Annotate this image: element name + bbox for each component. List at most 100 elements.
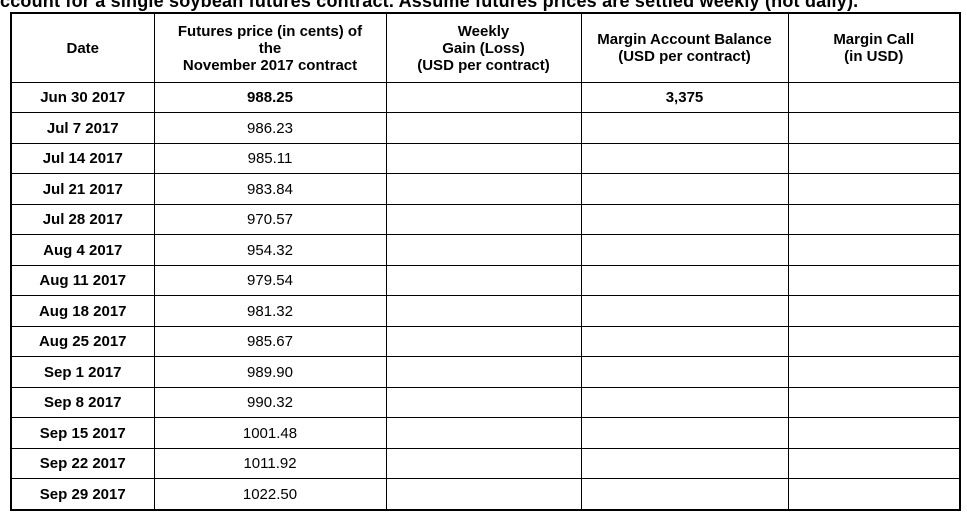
- margin-balance-cell: 3,375: [580, 81, 789, 114]
- futures-price-cell: 979.54: [153, 264, 387, 297]
- date-cell: Jul 21 2017: [10, 173, 155, 205]
- header-line: Date: [66, 39, 99, 57]
- margin-call-cell: [787, 234, 961, 266]
- header-line: Margin Call: [833, 31, 915, 48]
- margin-call-cell: [787, 142, 961, 175]
- header-line: Margin Account Balance: [597, 31, 772, 48]
- weekly-gain-cell: [385, 81, 582, 114]
- futures-price-cell: 1001.48: [153, 417, 387, 449]
- table-row: Jun 30 2017 988.25 3,375: [10, 81, 961, 114]
- table-row: Jul 28 2017 970.57: [10, 203, 961, 236]
- date-cell: Sep 1 2017: [10, 356, 155, 388]
- margin-balance-cell: [580, 264, 789, 297]
- futures-price-cell: 981.32: [153, 295, 387, 327]
- weekly-gain-cell: [385, 203, 582, 236]
- margin-call-cell: [787, 356, 961, 388]
- margin-balance-cell: [580, 295, 789, 327]
- margin-balance-cell: [580, 386, 789, 419]
- futures-price-cell: 988.25: [153, 81, 387, 114]
- table-row: Jul 14 2017 985.11: [10, 142, 961, 175]
- futures-price-cell: 1022.50: [153, 478, 387, 511]
- table-header-row: Date Futures price (in cents) of the Nov…: [10, 12, 961, 83]
- margin-balance-cell: [580, 356, 789, 388]
- date-cell: Jul 7 2017: [10, 112, 155, 144]
- table-row: Sep 22 2017 1011.92: [10, 447, 961, 480]
- header-weekly-gain-loss: Weekly Gain (Loss) (USD per contract): [385, 12, 582, 83]
- date-cell: Jun 30 2017: [10, 81, 155, 114]
- margin-balance-cell: [580, 112, 789, 144]
- weekly-gain-cell: [385, 295, 582, 327]
- intro-text-clipped: ccount for a single soybean futures cont…: [0, 0, 967, 12]
- margin-balance-cell: [580, 478, 789, 511]
- header-margin-call: Margin Call (in USD): [787, 12, 961, 83]
- intro-sentence: ccount for a single soybean futures cont…: [0, 0, 859, 11]
- date-cell: Sep 22 2017: [10, 447, 155, 480]
- weekly-gain-cell: [385, 112, 582, 144]
- margin-call-cell: [787, 81, 961, 114]
- weekly-gain-cell: [385, 386, 582, 419]
- margin-call-cell: [787, 112, 961, 144]
- header-date: Date: [10, 12, 155, 83]
- table-row: Aug 4 2017 954.32: [10, 234, 961, 266]
- header-line: (USD per contract): [618, 48, 751, 65]
- header-line: Futures price (in cents) of: [177, 22, 363, 40]
- date-cell: Sep 15 2017: [10, 417, 155, 449]
- table-row: Aug 18 2017 981.32: [10, 295, 961, 327]
- date-cell: Jul 28 2017: [10, 203, 155, 236]
- futures-price-cell: 1011.92: [153, 447, 387, 480]
- table-row: Sep 29 2017 1022.50: [10, 478, 961, 511]
- margin-call-cell: [787, 447, 961, 480]
- date-cell: Aug 18 2017: [10, 295, 155, 327]
- margin-call-cell: [787, 417, 961, 449]
- header-futures-price: Futures price (in cents) of the November…: [153, 12, 387, 83]
- margin-call-cell: [787, 264, 961, 297]
- date-cell: Aug 25 2017: [10, 325, 155, 358]
- margin-balance-cell: [580, 203, 789, 236]
- table-row: Sep 15 2017 1001.48: [10, 417, 961, 449]
- futures-price-cell: 954.32: [153, 234, 387, 266]
- margin-call-cell: [787, 386, 961, 419]
- table-row: Jul 7 2017 986.23: [10, 112, 961, 144]
- margin-balance-cell: [580, 417, 789, 449]
- margin-call-cell: [787, 173, 961, 205]
- header-line: the: [258, 39, 282, 57]
- weekly-gain-cell: [385, 173, 582, 205]
- margin-call-cell: [787, 295, 961, 327]
- futures-margin-table: Date Futures price (in cents) of the Nov…: [10, 12, 961, 511]
- weekly-gain-cell: [385, 417, 582, 449]
- table-row: Sep 8 2017 990.32: [10, 386, 961, 419]
- weekly-gain-cell: [385, 447, 582, 480]
- margin-balance-cell: [580, 142, 789, 175]
- date-cell: Sep 8 2017: [10, 386, 155, 419]
- weekly-gain-cell: [385, 142, 582, 175]
- header-line: (USD per contract): [417, 56, 550, 74]
- weekly-gain-cell: [385, 325, 582, 358]
- futures-price-cell: 989.90: [153, 356, 387, 388]
- header-line: November 2017 contract: [182, 56, 358, 74]
- table-row: Aug 11 2017 979.54: [10, 264, 961, 297]
- futures-price-cell: 985.11: [153, 142, 387, 175]
- table-row: Jul 21 2017 983.84: [10, 173, 961, 205]
- futures-price-cell: 983.84: [153, 173, 387, 205]
- margin-call-cell: [787, 203, 961, 236]
- date-cell: Jul 14 2017: [10, 142, 155, 175]
- futures-price-cell: 990.32: [153, 386, 387, 419]
- margin-balance-cell: [580, 173, 789, 205]
- weekly-gain-cell: [385, 478, 582, 511]
- header-line: Gain (Loss): [442, 39, 525, 57]
- table-row: Sep 1 2017 989.90: [10, 356, 961, 388]
- header-line: (in USD): [844, 48, 904, 65]
- margin-balance-cell: [580, 325, 789, 358]
- margin-balance-cell: [580, 234, 789, 266]
- date-cell: Aug 4 2017: [10, 234, 155, 266]
- weekly-gain-cell: [385, 264, 582, 297]
- table-row: Aug 25 2017 985.67: [10, 325, 961, 358]
- weekly-gain-cell: [385, 234, 582, 266]
- margin-call-cell: [787, 325, 961, 358]
- futures-price-cell: 986.23: [153, 112, 387, 144]
- margin-call-cell: [787, 478, 961, 511]
- header-margin-account-balance: Margin Account Balance (USD per contract…: [580, 12, 789, 83]
- table-body: Jun 30 2017 988.25 3,375 Jul 7 2017 986.…: [10, 81, 961, 511]
- date-cell: Sep 29 2017: [10, 478, 155, 511]
